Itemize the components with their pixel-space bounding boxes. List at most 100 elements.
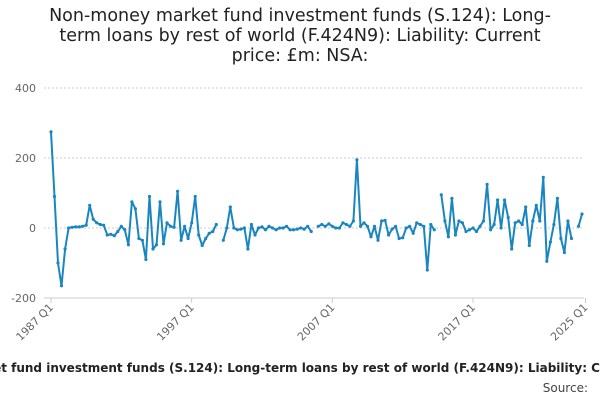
x-tick-label: 1997 Q1 <box>154 301 197 344</box>
data-point <box>320 222 324 227</box>
data-point <box>358 224 363 228</box>
data-point <box>474 229 479 234</box>
chart-title-line-3: price: £m: NSA: <box>231 46 369 66</box>
data-point <box>531 219 535 223</box>
data-point <box>467 228 472 232</box>
data-point <box>74 225 78 229</box>
data-point <box>56 261 60 265</box>
y-tick-label: 0 <box>29 222 36 235</box>
chart-title-line-2: term loans by rest of world (F.424N9): L… <box>59 26 541 46</box>
y-tick-label: 200 <box>15 152 36 165</box>
data-point <box>411 231 415 235</box>
data-point <box>285 224 289 228</box>
chart-title: Non-money market fund investment funds (… <box>0 6 600 66</box>
data-point <box>154 243 159 247</box>
data-point <box>485 182 489 186</box>
data-point <box>524 205 528 209</box>
data-point <box>130 200 134 204</box>
data-point <box>119 224 123 228</box>
data-point <box>302 227 306 231</box>
data-point <box>401 236 405 240</box>
data-point <box>344 222 348 227</box>
data-point <box>499 226 503 230</box>
data-point <box>527 243 531 248</box>
data-point <box>562 250 567 255</box>
data-point <box>292 228 296 232</box>
data-point <box>538 219 542 223</box>
data-point <box>242 226 246 230</box>
data-point <box>362 221 366 225</box>
data-point <box>116 229 120 234</box>
data-point <box>432 228 436 232</box>
series-lines <box>50 131 583 287</box>
data-point <box>569 236 574 241</box>
data-point <box>369 235 373 239</box>
data-point <box>545 259 549 263</box>
data-point <box>489 228 493 232</box>
data-point <box>464 229 468 234</box>
data-point <box>232 226 236 230</box>
data-point <box>580 212 584 216</box>
data-point <box>197 233 201 237</box>
data-point <box>200 243 204 248</box>
data-point <box>510 247 514 251</box>
data-point <box>380 219 384 223</box>
data-point <box>337 226 341 230</box>
data-point <box>481 219 486 223</box>
data-point <box>165 221 169 225</box>
data-point <box>151 247 155 251</box>
x-tick-label: 2007 Q1 <box>295 301 338 344</box>
series-line <box>577 213 583 227</box>
data-point <box>450 196 454 200</box>
data-point <box>67 226 71 230</box>
data-point <box>52 194 57 199</box>
data-point <box>63 247 67 251</box>
data-point <box>81 224 85 228</box>
data-point <box>228 205 232 209</box>
data-point <box>190 221 194 225</box>
data-point <box>559 236 563 241</box>
data-point <box>576 224 581 228</box>
legend-text: Non-money market fund investment funds (… <box>0 361 600 375</box>
data-point <box>299 226 303 230</box>
data-point <box>140 238 144 242</box>
data-point <box>246 247 250 251</box>
data-point <box>267 224 271 228</box>
data-point <box>249 222 253 227</box>
data-point <box>517 219 521 223</box>
data-point <box>256 226 261 230</box>
data-point <box>105 233 109 237</box>
data-point <box>179 238 183 242</box>
y-axis-ticks: 400 200 0 -200 <box>11 82 36 305</box>
data-point <box>443 219 447 223</box>
data-point <box>457 219 461 223</box>
data-point <box>77 225 81 229</box>
data-point <box>534 203 538 207</box>
data-point <box>520 222 524 227</box>
data-point <box>133 207 137 211</box>
data-point <box>460 221 464 225</box>
data-point <box>235 228 239 232</box>
x-tick-label: 2025 Q1 <box>548 301 591 344</box>
data-point <box>418 222 422 227</box>
data-point <box>513 221 517 225</box>
data-point <box>253 233 257 237</box>
grid-lines <box>44 87 584 229</box>
data-point <box>239 227 243 231</box>
data-point <box>88 203 92 207</box>
data-point <box>365 224 370 228</box>
data-point <box>147 194 152 199</box>
data-point <box>492 222 496 227</box>
data-point <box>425 268 429 272</box>
data-point <box>144 257 148 262</box>
data-point <box>429 222 433 227</box>
data-point <box>503 198 507 202</box>
data-point <box>214 222 218 227</box>
x-tick-label: 2017 Q1 <box>436 301 479 344</box>
data-point <box>207 231 211 235</box>
data-point <box>555 196 560 200</box>
data-point <box>394 224 398 228</box>
legend: Non-money market fund investment funds (… <box>0 361 600 379</box>
data-point <box>422 224 426 228</box>
